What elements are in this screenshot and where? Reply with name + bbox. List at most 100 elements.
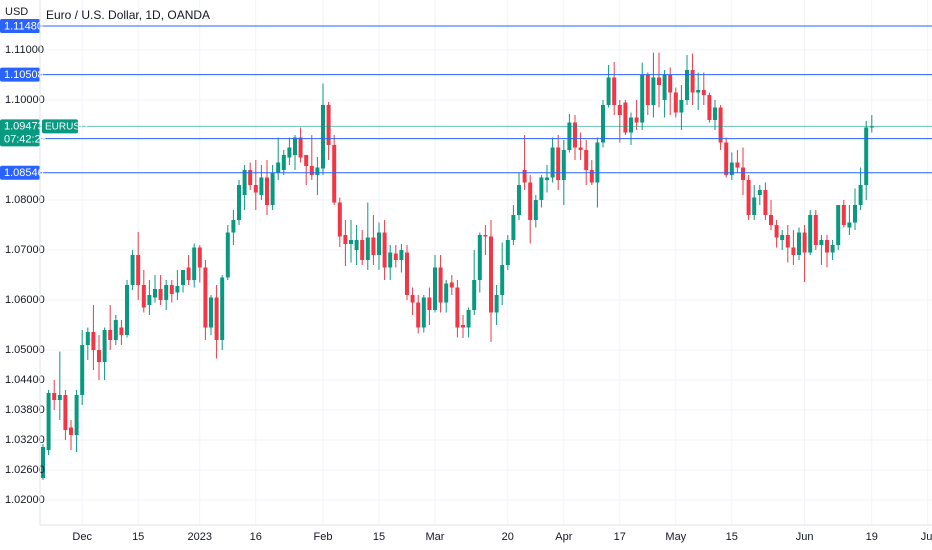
x-tick-label: Mar: [426, 531, 445, 543]
candle-body: [606, 77, 611, 105]
candle-body: [869, 126, 874, 128]
x-tick-label: May: [665, 531, 686, 543]
candle-body: [181, 270, 185, 285]
candle-body: [595, 142, 600, 183]
grid: [40, 0, 932, 525]
candle-body: [550, 147, 555, 178]
candle-body: [780, 235, 785, 240]
candle-body: [225, 232, 230, 278]
candle-body: [85, 332, 90, 345]
candle-body: [757, 190, 762, 195]
candle-body: [533, 200, 538, 220]
x-tick-label: 2023: [188, 531, 212, 543]
candle-body: [203, 267, 208, 328]
candle-body: [214, 297, 219, 340]
y-tick-label: 1.03200: [5, 434, 45, 446]
candle-body: [483, 235, 488, 237]
candle-body: [662, 75, 667, 100]
candle-body: [741, 167, 745, 180]
candle-body: [629, 117, 633, 133]
candle-body: [281, 155, 286, 170]
candle-body: [449, 282, 454, 288]
y-tick-label: 1.02000: [5, 494, 45, 506]
candle-body: [265, 177, 269, 205]
y-tick-label: 1.05000: [5, 344, 45, 356]
candle-body: [242, 170, 247, 195]
candle-body: [724, 142, 729, 175]
candle-body: [556, 147, 561, 180]
y-tick-label: 1.08000: [5, 194, 45, 206]
candle-body: [405, 252, 409, 295]
candle-body: [343, 235, 348, 244]
candle-body: [466, 310, 471, 328]
candle-body: [830, 245, 835, 253]
candle-body: [651, 77, 656, 105]
candle-body: [545, 177, 549, 180]
candle-body: [321, 105, 325, 169]
candle-body: [477, 235, 482, 280]
candle-body: [701, 90, 706, 95]
candle-body: [746, 180, 751, 215]
candle-body: [718, 107, 723, 143]
y-tick-label: 1.02600: [5, 464, 45, 476]
price-line-label-box: [0, 19, 40, 33]
candle-body: [69, 427, 73, 435]
x-tick-label: 20: [502, 531, 514, 543]
candle-body: [836, 205, 841, 245]
candle-body: [841, 205, 846, 225]
candle-body: [668, 75, 673, 93]
candle-body: [673, 92, 678, 113]
candle-body: [382, 232, 387, 268]
candle-body: [774, 225, 779, 238]
candle-body: [735, 162, 740, 168]
candle-body: [528, 182, 533, 220]
candle-body: [248, 170, 253, 185]
overlay: 1.02000 1.02600 1.03200 1.03800 1.04400 1.050…: [0, 19, 932, 543]
candle-body: [707, 95, 712, 120]
candle-body: [802, 232, 807, 253]
last-price-box: [0, 119, 40, 147]
candle-body: [287, 147, 292, 158]
candle-body: [690, 70, 695, 93]
candle-body: [63, 395, 68, 430]
candle-body: [769, 215, 773, 225]
candle-body: [410, 295, 415, 303]
candle-body: [377, 232, 381, 255]
candle-body: [825, 240, 829, 253]
x-tick-label: 17: [614, 531, 626, 543]
price-line-label: 1.10508: [4, 69, 44, 81]
candle-body: [52, 393, 57, 400]
candle-body: [253, 185, 258, 193]
candle-body: [685, 70, 689, 100]
candle-body: [332, 145, 337, 203]
candle-body: [752, 197, 757, 215]
x-tick-label: 15: [373, 531, 385, 543]
symbol-label: EURUSD: [45, 121, 87, 132]
candle-body: [41, 447, 45, 478]
y-tick-label: 1.07000: [5, 244, 45, 256]
candle-body: [113, 320, 118, 340]
candle-body: [617, 105, 622, 115]
candle-body: [433, 267, 437, 310]
candle-body: [438, 267, 443, 303]
x-tick-label: Jun: [796, 531, 814, 543]
price-line-label-box: [0, 67, 40, 82]
candle-body: [791, 247, 796, 255]
candle-body: [57, 395, 62, 400]
candle-body: [584, 150, 589, 170]
candle-body: [612, 77, 617, 105]
candle-body: [365, 237, 370, 260]
candle-body: [763, 190, 768, 215]
candle-body: [119, 327, 124, 335]
candle-body: [97, 350, 101, 362]
candle-body: [169, 285, 174, 294]
candle-body: [573, 122, 577, 148]
price-line-label: 1.08546: [4, 167, 44, 179]
candle-body: [237, 185, 241, 220]
candle-body: [696, 90, 701, 93]
x-tick-label: 15: [726, 531, 738, 543]
candle-body: [259, 177, 264, 195]
candle-body: [713, 107, 717, 120]
candle-body: [80, 345, 85, 395]
